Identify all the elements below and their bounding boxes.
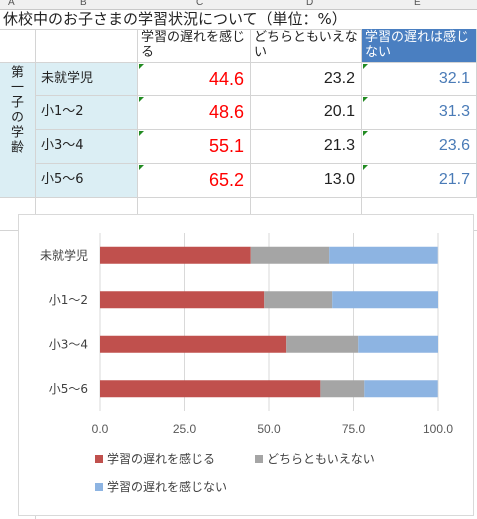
bar-segment	[286, 335, 359, 353]
x-tick-label: 100.0	[423, 422, 453, 436]
value-cell[interactable]: 48.6	[138, 96, 251, 130]
comment-marker-icon	[139, 131, 144, 136]
header-corner-cell[interactable]	[0, 29, 36, 63]
header-cell-feel-behind[interactable]: 学習の遅れを感じる	[138, 29, 251, 63]
value-cell[interactable]: 13.0	[251, 164, 362, 198]
category-label: 小1～2	[49, 293, 88, 307]
gridline	[137, 198, 138, 216]
value-cell[interactable]: 21.3	[251, 130, 362, 164]
comment-marker-icon	[363, 165, 368, 170]
row-label-cell[interactable]: 小5～6	[36, 164, 138, 198]
bar-segment	[358, 335, 438, 353]
value-cell[interactable]: 20.1	[251, 96, 362, 130]
comment-marker-icon	[139, 165, 144, 170]
x-tick-label: 25.0	[173, 422, 197, 436]
bar-segment	[250, 246, 330, 264]
comment-marker-icon	[139, 97, 144, 102]
bar-segment	[100, 380, 321, 398]
comment-marker-icon	[363, 97, 368, 102]
gridline	[250, 198, 251, 216]
row-label-cell[interactable]: 未就学児	[36, 63, 138, 96]
stacked-bar-chart[interactable]: 0.0 25.0 50.0 75.0 100.0 未就学児小1～2 小3～4 小5～6 学習の遅…	[18, 214, 474, 516]
bar-segment	[100, 335, 287, 353]
value-text: 44.6	[208, 69, 244, 89]
group-label-cell[interactable]: 第一子の学齢	[0, 63, 36, 198]
x-tick-label: 50.0	[257, 422, 281, 436]
value-text: 65.2	[208, 170, 244, 190]
legend-swatch	[95, 483, 103, 491]
column-letter[interactable]: C	[196, 0, 204, 8]
value-text: 32.1	[438, 70, 470, 87]
legend-label: 学習の遅れを感じない	[107, 479, 227, 494]
comment-marker-icon	[139, 64, 144, 69]
bar-segment	[332, 291, 438, 309]
column-header-strip: A B C D E	[0, 0, 477, 10]
value-text: 31.3	[438, 103, 470, 120]
column-letter[interactable]: E	[414, 0, 421, 8]
table-title[interactable]: 休校中のお子さまの学習状況について（単位：%）	[3, 10, 347, 28]
column-letter[interactable]: A	[8, 0, 15, 8]
bar-segment	[364, 380, 438, 398]
row-label-cell[interactable]: 小3～4	[36, 130, 138, 164]
legend-label: どちらともいえない	[267, 452, 375, 466]
legend-swatch	[95, 455, 103, 463]
value-text: 21.7	[438, 171, 470, 188]
value-cell[interactable]: 23.2	[251, 63, 362, 96]
bar-segment	[329, 246, 438, 264]
x-tick-label: 0.0	[92, 422, 109, 436]
value-cell[interactable]: 21.7	[362, 164, 477, 198]
value-cell[interactable]: 32.1	[362, 63, 477, 96]
category-label: 小3～4	[49, 337, 88, 351]
gridline	[0, 29, 477, 30]
value-text: 48.6	[208, 102, 244, 122]
x-tick-label: 75.0	[342, 422, 366, 436]
bar-segment	[100, 291, 265, 309]
category-label: 未就学児	[40, 247, 88, 262]
value-cell[interactable]: 65.2	[138, 164, 251, 198]
header-cell-neither[interactable]: どちらともいえない	[251, 29, 362, 63]
legend-swatch	[255, 455, 263, 463]
group-label: 第一子の学齢	[8, 65, 23, 155]
legend-label: 学習の遅れを感じる	[107, 451, 215, 466]
gridline	[361, 198, 362, 216]
value-cell[interactable]: 44.6	[138, 63, 251, 96]
bar-segment	[264, 291, 333, 309]
category-label: 小5～6	[49, 382, 88, 396]
value-text: 23.6	[438, 137, 470, 154]
comment-marker-icon	[363, 131, 368, 136]
value-cell[interactable]: 23.6	[362, 130, 477, 164]
value-cell[interactable]: 31.3	[362, 96, 477, 130]
header-empty-cell[interactable]	[36, 29, 138, 63]
column-letter[interactable]: D	[306, 0, 314, 8]
value-cell[interactable]: 55.1	[138, 130, 251, 164]
bar-segment	[320, 380, 365, 398]
column-letter[interactable]: B	[80, 0, 87, 8]
comment-marker-icon	[363, 64, 368, 69]
value-text: 55.1	[208, 136, 244, 156]
row-label-cell[interactable]: 小1～2	[36, 96, 138, 130]
header-cell-not-behind[interactable]: 学習の遅れは感じない	[362, 29, 477, 63]
bar-segment	[100, 246, 251, 264]
